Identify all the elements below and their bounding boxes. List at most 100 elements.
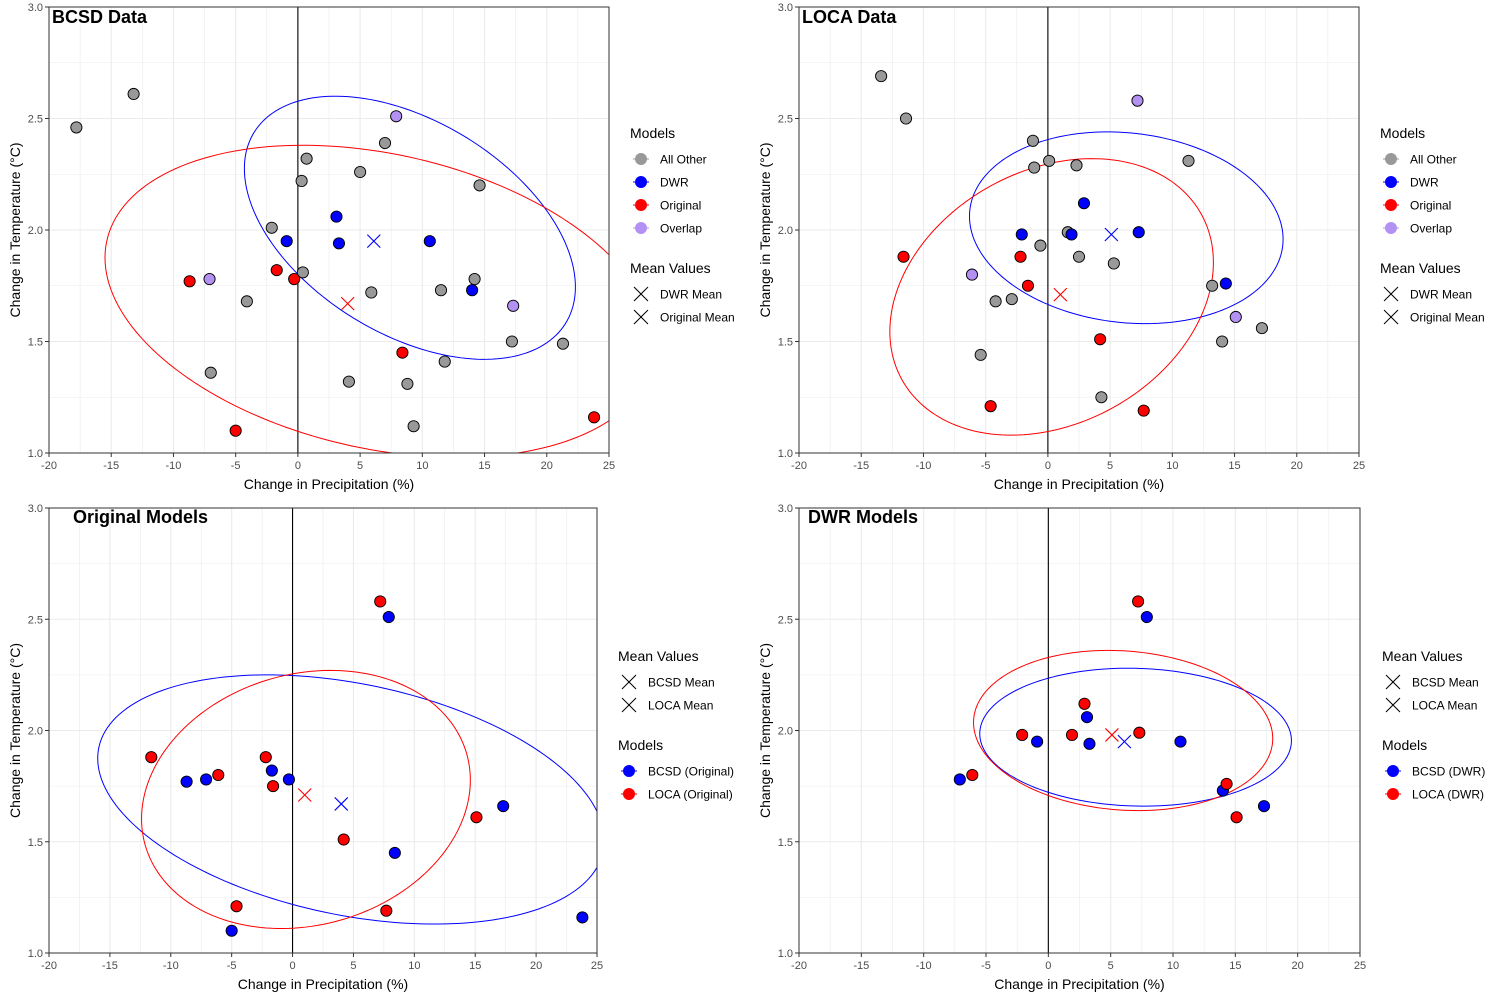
- point-overlap: [1229, 310, 1242, 324]
- legend-item-label: Original: [660, 199, 701, 213]
- point-loca-original: [259, 751, 272, 764]
- mean-cross-stroke: [1117, 734, 1132, 749]
- point-loca-original: [230, 900, 243, 913]
- mean-marker-original-mean: [1053, 287, 1068, 302]
- point-all-other: [295, 174, 308, 187]
- x-tick-label: 10: [1166, 460, 1178, 472]
- y-tick-label: 2.5: [778, 614, 793, 626]
- y-tick-label: 2.5: [28, 114, 43, 126]
- legend-item-label: DWR: [660, 176, 689, 190]
- x-tick-label: -20: [41, 460, 57, 472]
- point-loca-dwr: [1133, 726, 1146, 739]
- x-tick-label: 10: [1167, 960, 1179, 972]
- legend-models-title: Models: [1382, 737, 1427, 753]
- x-tick-label: 25: [1353, 460, 1365, 472]
- point-dwr: [332, 237, 346, 250]
- x-tick-label: -20: [791, 460, 807, 472]
- point-bcsd-dwr: [1140, 610, 1153, 624]
- mean-cross-stroke: [1104, 227, 1119, 242]
- legend-key-cross: [621, 674, 637, 690]
- mean-marker-loca-mean: [1105, 728, 1119, 742]
- y-axis-label: Change in Temperature (°C): [7, 643, 23, 818]
- legend-key-point: [1385, 221, 1398, 234]
- mean-markers: [340, 234, 381, 311]
- point-all-other: [899, 112, 913, 125]
- chart-title: LOCA Data: [802, 7, 897, 27]
- legend-key-cross: [1383, 309, 1399, 325]
- x-tick-label: 25: [591, 960, 603, 972]
- point-overlap: [203, 273, 216, 286]
- ellipse-1: [968, 131, 1284, 325]
- mean-cross-stroke: [297, 788, 312, 802]
- point-loca-original: [267, 780, 280, 793]
- legend-item-label: Original: [1410, 199, 1451, 213]
- point-all-other: [401, 377, 414, 390]
- ellipse-1: [97, 674, 597, 925]
- y-tick-label: 2.0: [28, 225, 43, 237]
- x-tick-label: 20: [1291, 460, 1303, 472]
- legend-means-title: Mean Values: [1380, 260, 1461, 276]
- legend-key-point: [635, 175, 648, 188]
- confidence-ellipses: [97, 669, 597, 930]
- point-all-other: [989, 295, 1002, 308]
- gridlines: [48, 507, 598, 954]
- y-tick-label: 1.0: [778, 448, 793, 460]
- legend-item-label: LOCA Mean: [648, 699, 713, 713]
- point-all-other: [468, 273, 481, 286]
- mean-marker-original-mean: [340, 296, 355, 311]
- axis-ticks: -20 -15 -10 -5 0 5 10 15 20 25 1.0 1.5 2.0 2.5 3.0: [778, 2, 1365, 472]
- mean-marker-loca-mean: [297, 788, 312, 802]
- point-bcsd-original: [497, 800, 510, 813]
- legend-item-label: LOCA (DWR): [1412, 788, 1484, 802]
- gridlines: [798, 507, 1361, 954]
- point-overlap: [965, 268, 979, 281]
- x-tick-label: -15: [853, 460, 869, 472]
- legend-models-title: Models: [618, 737, 663, 753]
- legend-key-cross: [633, 286, 649, 302]
- legend-item-label: LOCA Mean: [1412, 699, 1477, 713]
- legend-key-cross: [1385, 674, 1401, 690]
- x-tick-label: 0: [289, 960, 295, 972]
- legend-key-point: [1385, 175, 1398, 188]
- y-tick-label: 1.0: [28, 448, 43, 460]
- x-tick-label: 5: [1107, 460, 1113, 472]
- point-loca-dwr: [1230, 811, 1243, 824]
- mean-marker-dwr-mean: [1104, 227, 1119, 242]
- y-tick-label: 2.5: [778, 114, 793, 126]
- point-bcsd-original: [200, 773, 213, 786]
- x-tick-label: 10: [416, 460, 428, 472]
- ellipse-2: [104, 144, 609, 453]
- chart-panel-3: -20 -15 -10 -5 0 5 10 15 20 25 1.0 1.5 2.0 2.5 3.0 Chan…: [7, 503, 734, 992]
- point-all-other: [1034, 239, 1047, 252]
- x-tick-label: -10: [163, 960, 179, 972]
- y-tick-label: 2.0: [778, 726, 793, 738]
- mean-cross-stroke: [340, 296, 355, 311]
- data-points: [953, 595, 1271, 824]
- point-all-other: [1095, 391, 1108, 404]
- legend: Mean Values BCSD Mean LOCA Mean Models BCSD …: [1382, 648, 1485, 802]
- legend: Models All Other DWR Original Overlap Mean Va…: [1380, 125, 1485, 325]
- x-tick-label: 5: [350, 960, 356, 972]
- x-tick-label: 15: [469, 960, 481, 972]
- legend-key-point: [1385, 152, 1398, 165]
- x-tick-label: -5: [231, 460, 241, 472]
- point-original: [288, 273, 301, 286]
- point-all-other: [70, 121, 83, 134]
- point-loca-original: [145, 751, 158, 764]
- point-bcsd-original: [180, 775, 193, 788]
- point-loca-dwr: [966, 768, 979, 782]
- y-tick-label: 1.5: [28, 837, 43, 849]
- point-all-other: [473, 179, 486, 192]
- y-axis-label: Change in Temperature (°C): [757, 143, 773, 318]
- mean-markers: [1053, 227, 1119, 302]
- point-all-other: [1028, 161, 1041, 174]
- x-tick-label: 10: [408, 960, 420, 972]
- ellipse-2: [141, 669, 471, 930]
- legend-item-label: All Other: [1410, 153, 1457, 167]
- point-overlap: [390, 110, 403, 123]
- chart-panel-4: -20 -15 -10 -5 0 5 10 15 20 25 1.0 1.5 2.0 2.5 3.0 Chan…: [757, 503, 1485, 992]
- point-all-other: [1206, 279, 1219, 292]
- legend-item-label: DWR: [1410, 176, 1439, 190]
- point-bcsd-original: [382, 610, 395, 624]
- x-tick-label: 0: [1045, 960, 1051, 972]
